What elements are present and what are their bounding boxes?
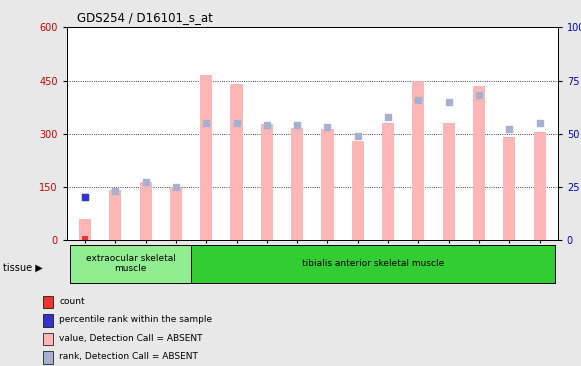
Point — [353, 133, 363, 139]
Bar — [43, 333, 53, 345]
Point — [505, 126, 514, 132]
Bar — [139, 182, 152, 240]
Point — [444, 99, 453, 105]
Point — [262, 122, 271, 128]
Point — [292, 122, 302, 128]
Bar — [43, 314, 53, 327]
Bar — [82, 236, 88, 240]
Text: count: count — [59, 297, 85, 306]
Text: tissue ▶: tissue ▶ — [3, 263, 42, 273]
Point — [202, 120, 211, 126]
Bar — [70, 246, 191, 283]
Bar — [200, 75, 212, 240]
Point — [535, 120, 544, 126]
Point — [80, 194, 89, 200]
Bar — [291, 128, 303, 240]
Bar — [170, 187, 182, 240]
Bar — [413, 81, 424, 240]
Point — [474, 93, 483, 98]
Bar — [79, 219, 91, 240]
Point — [171, 184, 181, 190]
Bar — [43, 351, 53, 364]
Point — [414, 97, 423, 102]
Bar — [109, 190, 121, 240]
Text: tibialis anterior skeletal muscle: tibialis anterior skeletal muscle — [302, 259, 444, 268]
Point — [110, 188, 120, 194]
Text: percentile rank within the sample: percentile rank within the sample — [59, 315, 213, 324]
Point — [80, 194, 89, 200]
Bar — [352, 141, 364, 240]
Text: rank, Detection Call = ABSENT: rank, Detection Call = ABSENT — [59, 352, 198, 361]
Bar — [473, 86, 485, 240]
Bar — [382, 123, 394, 240]
Text: value, Detection Call = ABSENT: value, Detection Call = ABSENT — [59, 334, 203, 343]
Point — [383, 114, 393, 120]
Bar — [261, 124, 273, 240]
Bar — [533, 132, 546, 240]
Bar — [503, 137, 515, 240]
Point — [323, 124, 332, 130]
Bar — [191, 246, 555, 283]
Text: extraocular skeletal
muscle: extraocular skeletal muscle — [85, 254, 175, 273]
Point — [232, 120, 241, 126]
Bar — [43, 296, 53, 308]
Bar — [443, 123, 455, 240]
Point — [141, 179, 150, 185]
Text: GDS254 / D16101_s_at: GDS254 / D16101_s_at — [77, 11, 213, 24]
Bar — [321, 129, 333, 240]
Bar — [231, 84, 243, 240]
